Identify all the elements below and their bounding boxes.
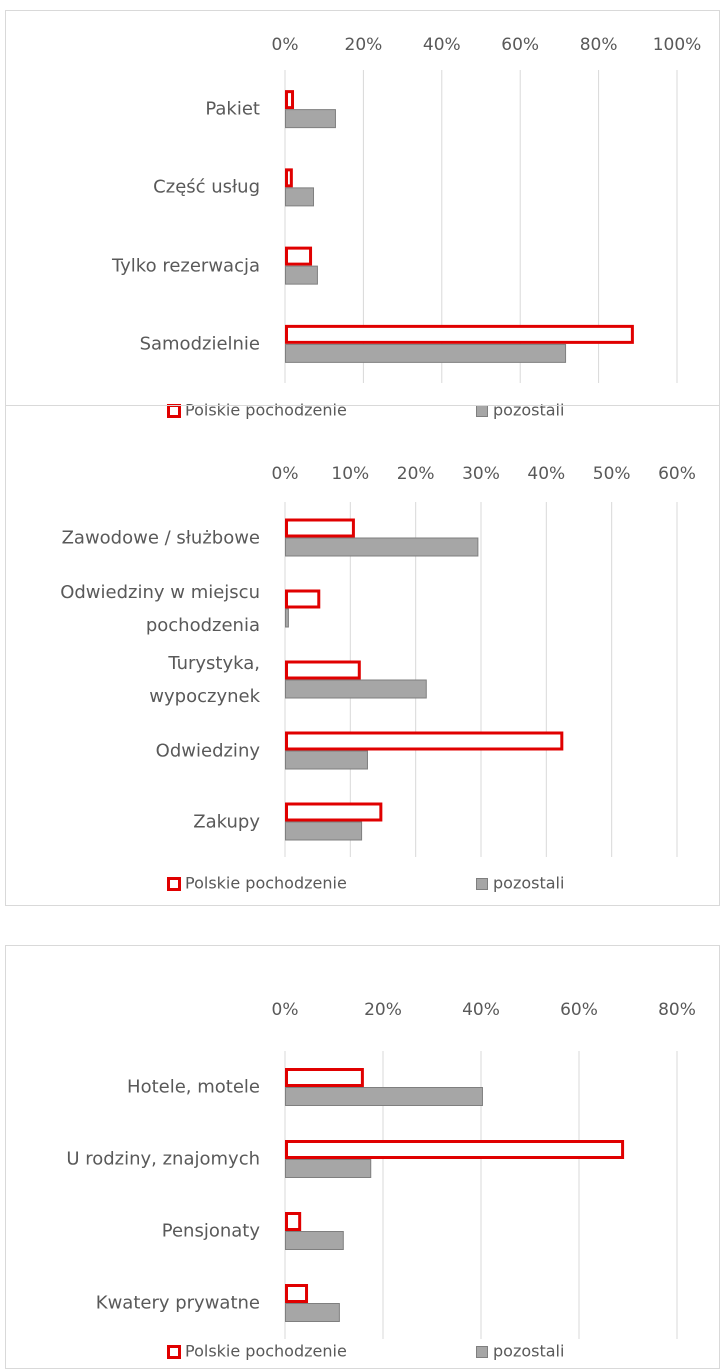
bar xyxy=(285,343,567,363)
bar xyxy=(285,324,634,344)
bar xyxy=(285,90,295,110)
legend-label: Polskie pochodzenie xyxy=(185,874,347,893)
legend-swatch xyxy=(476,1346,488,1358)
x-tick-label: 10% xyxy=(331,464,369,484)
x-tick-label: 80% xyxy=(580,35,618,55)
category-label: Pakiet xyxy=(205,98,260,120)
x-tick-label: 50% xyxy=(593,464,631,484)
legend-swatch xyxy=(167,877,181,891)
bar xyxy=(285,608,289,628)
category-label: Odwiedziny w miejscu pochodzenia xyxy=(60,581,260,636)
category-label: Tylko rezerwacja xyxy=(111,255,260,277)
bar xyxy=(285,265,318,285)
bar xyxy=(285,1303,340,1322)
bar xyxy=(285,802,383,822)
legend-label: Polskie pochodzenie xyxy=(185,1342,347,1361)
bar xyxy=(285,1231,344,1250)
x-tick-label: 20% xyxy=(364,1000,402,1020)
x-tick-label: 60% xyxy=(658,464,696,484)
x-tick-label: 40% xyxy=(462,1000,500,1020)
legend-swatch xyxy=(476,878,488,890)
bar xyxy=(285,246,313,266)
x-tick-label: 60% xyxy=(501,35,539,55)
bar xyxy=(285,679,427,699)
x-tick-label: 0% xyxy=(272,464,299,484)
bar xyxy=(285,660,361,680)
x-tick-label: 60% xyxy=(560,1000,598,1020)
category-label: Kwatery prywatne xyxy=(95,1292,260,1314)
bar xyxy=(285,1284,309,1303)
bar xyxy=(285,1159,372,1178)
bar xyxy=(285,750,368,770)
legend-label: Polskie pochodzenie xyxy=(185,401,347,420)
bar xyxy=(285,1068,364,1087)
legend-swatch xyxy=(167,1345,181,1359)
x-tick-label: 40% xyxy=(527,464,565,484)
bar xyxy=(285,821,363,841)
category-label: U rodziny, znajomych xyxy=(66,1148,260,1170)
legend-label: pozostali xyxy=(493,401,564,420)
category-label: Zawodowe / służbowe xyxy=(61,527,260,548)
bar xyxy=(285,731,564,751)
category-label: Pensjonaty xyxy=(161,1220,260,1242)
x-tick-label: 0% xyxy=(272,35,299,55)
bar xyxy=(285,168,293,188)
x-tick-label: 100% xyxy=(653,35,702,55)
bar xyxy=(285,1087,483,1106)
bar xyxy=(285,589,321,609)
x-tick-label: 0% xyxy=(272,1000,299,1020)
bar xyxy=(285,1140,625,1159)
category-label: Odwiedziny xyxy=(155,740,260,761)
chart-border xyxy=(5,945,720,1369)
bar xyxy=(285,187,315,207)
category-label: Turystyka, wypoczynek xyxy=(149,652,260,707)
chart-border xyxy=(5,405,720,906)
x-tick-label: 20% xyxy=(397,464,435,484)
bar xyxy=(285,537,479,557)
x-tick-label: 30% xyxy=(462,464,500,484)
bar xyxy=(285,518,355,538)
legend-label: pozostali xyxy=(493,1342,564,1361)
category-label: Część usług xyxy=(153,176,260,198)
legend-label: pozostali xyxy=(493,874,564,893)
x-tick-label: 40% xyxy=(423,35,461,55)
legend-swatch xyxy=(476,405,488,417)
category-label: Samodzielnie xyxy=(139,333,260,355)
legend-swatch xyxy=(167,404,181,418)
bar xyxy=(285,109,336,129)
bar xyxy=(285,1212,302,1231)
category-label: Hotele, motele xyxy=(127,1076,260,1098)
x-tick-label: 80% xyxy=(658,1000,696,1020)
category-label: Zakupy xyxy=(193,811,260,832)
x-tick-label: 20% xyxy=(345,35,383,55)
